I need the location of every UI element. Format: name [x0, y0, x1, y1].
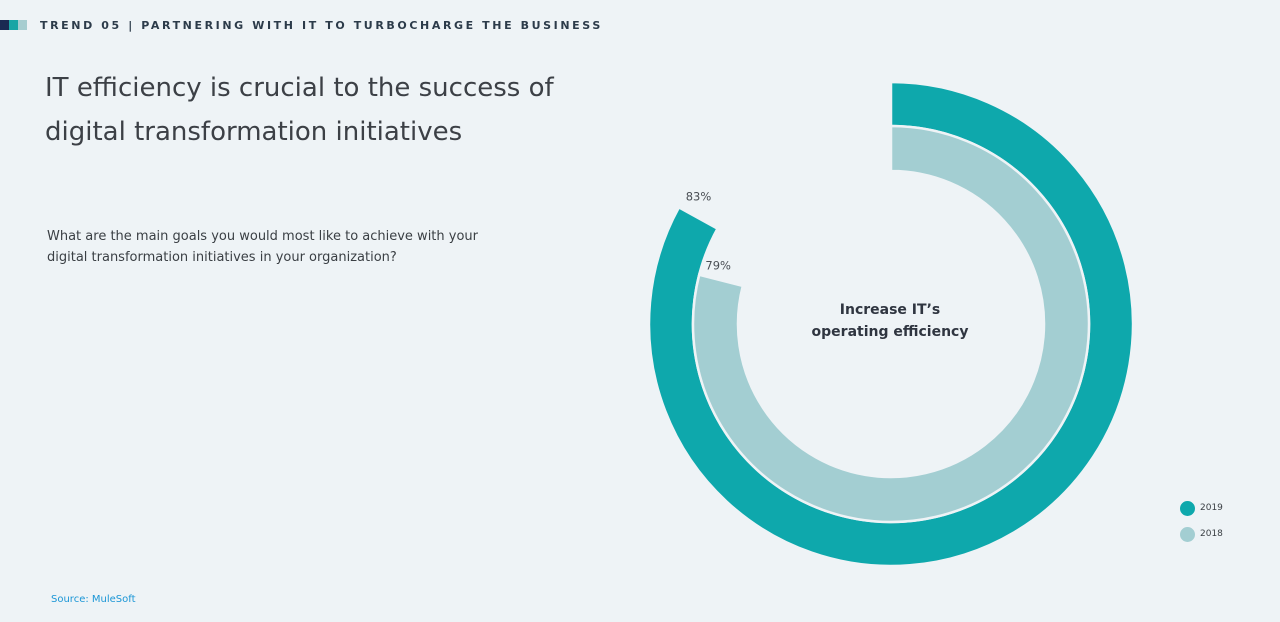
radial-bar-2018: [691, 124, 1091, 524]
legend-item-2019: 2019: [1180, 500, 1223, 516]
center-label-line-1: Increase IT’s: [840, 302, 940, 318]
data-label-2018: 79%: [705, 258, 731, 272]
section-header: TREND 05 | PARTNERING WITH IT TO TURBOCH…: [0, 18, 603, 32]
header-label: TREND 05 | PARTNERING WITH IT TO TURBOCH…: [40, 18, 603, 32]
legend-item-2018: 2018: [1180, 526, 1223, 542]
header-bar-light: [18, 20, 27, 30]
legend-swatch-2019: [1180, 500, 1195, 516]
page-title: IT efficiency is crucial to the success …: [45, 73, 554, 147]
legend-label-2019: 2019: [1200, 503, 1223, 513]
data-label-2019: 83%: [686, 190, 712, 204]
header-bar-teal: [9, 20, 18, 30]
survey-question: What are the main goals you would most l…: [47, 229, 479, 265]
source-note: Source: MuleSoft: [51, 594, 136, 605]
legend-label-2018: 2018: [1200, 529, 1223, 539]
header-bar-dark: [0, 20, 9, 30]
chart-legend: 2019 2018: [1180, 500, 1223, 552]
center-label-line-2: operating efficiency: [812, 324, 969, 340]
legend-swatch-2018: [1180, 526, 1195, 542]
